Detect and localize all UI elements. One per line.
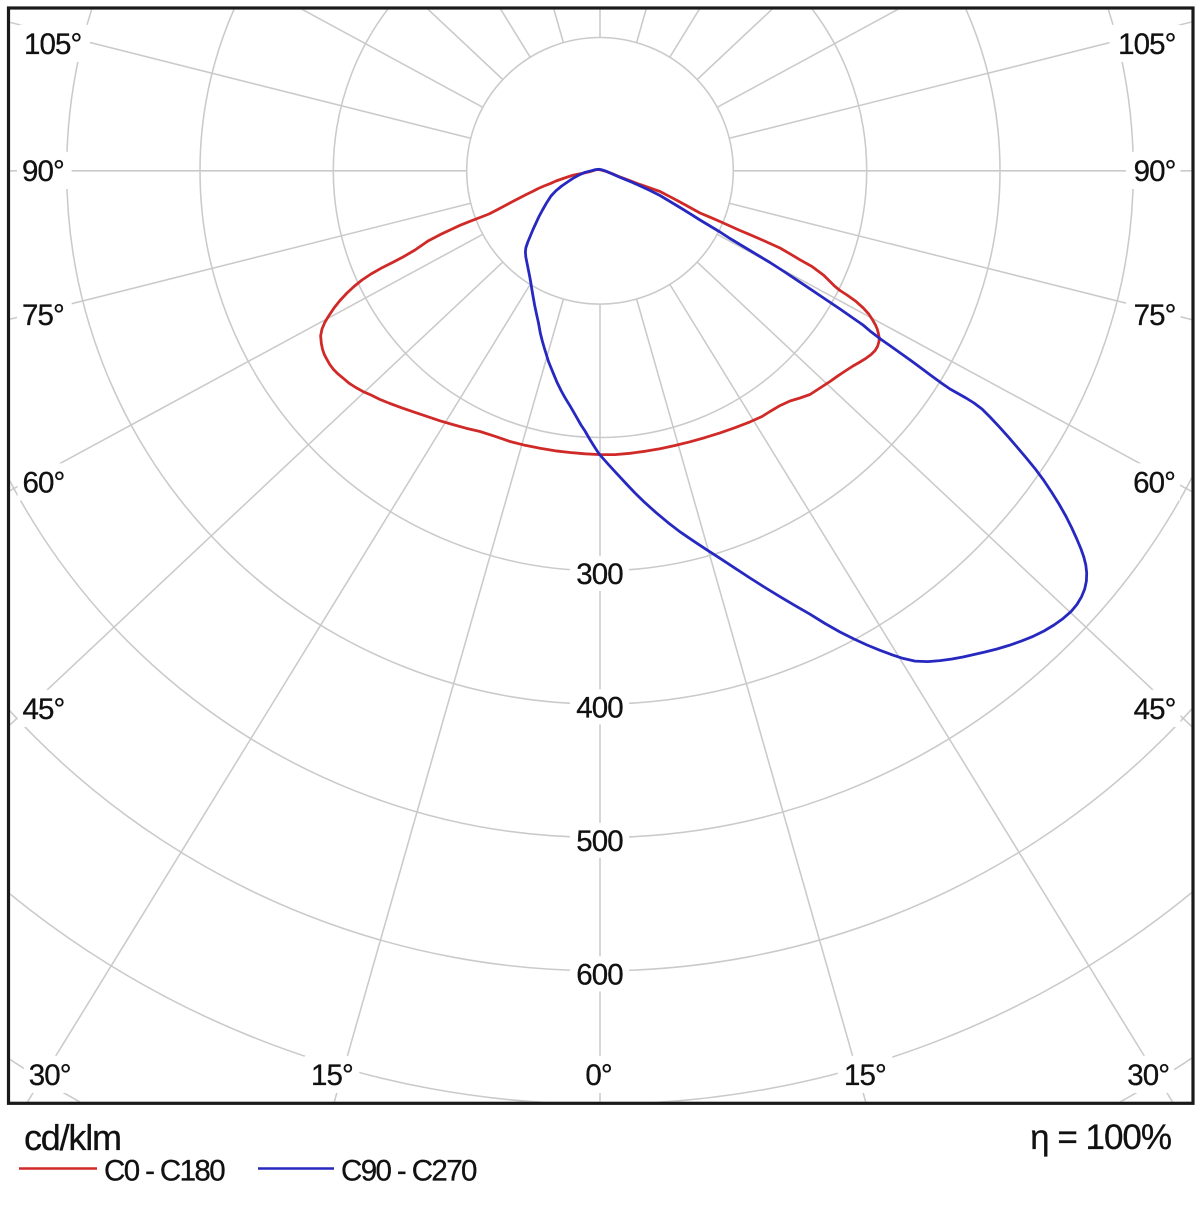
svg-text:C90 - C270: C90 - C270 (341, 1155, 477, 1188)
svg-text:cd/klm: cd/klm (24, 1117, 121, 1158)
svg-text:0°: 0° (585, 1059, 612, 1092)
svg-text:105°: 105° (1118, 28, 1176, 61)
svg-text:90°: 90° (1134, 155, 1176, 188)
svg-text:60°: 60° (1133, 467, 1175, 500)
svg-text:45°: 45° (1134, 693, 1176, 726)
svg-text:60°: 60° (23, 467, 65, 500)
svg-text:45°: 45° (23, 693, 65, 726)
svg-text:90°: 90° (22, 155, 64, 188)
svg-text:300: 300 (576, 558, 623, 591)
svg-text:600: 600 (576, 959, 623, 992)
svg-text:15°: 15° (844, 1059, 886, 1092)
svg-text:75°: 75° (22, 299, 64, 332)
svg-text:75°: 75° (1134, 299, 1176, 332)
svg-text:30°: 30° (1127, 1059, 1169, 1092)
svg-text:500: 500 (576, 825, 623, 858)
svg-text:15°: 15° (311, 1059, 353, 1092)
svg-text:105°: 105° (24, 28, 82, 61)
svg-text:30°: 30° (29, 1059, 71, 1092)
svg-text:400: 400 (576, 692, 623, 725)
svg-text:η = 100%: η = 100% (1030, 1118, 1171, 1157)
svg-text:C0 - C180: C0 - C180 (104, 1155, 225, 1188)
